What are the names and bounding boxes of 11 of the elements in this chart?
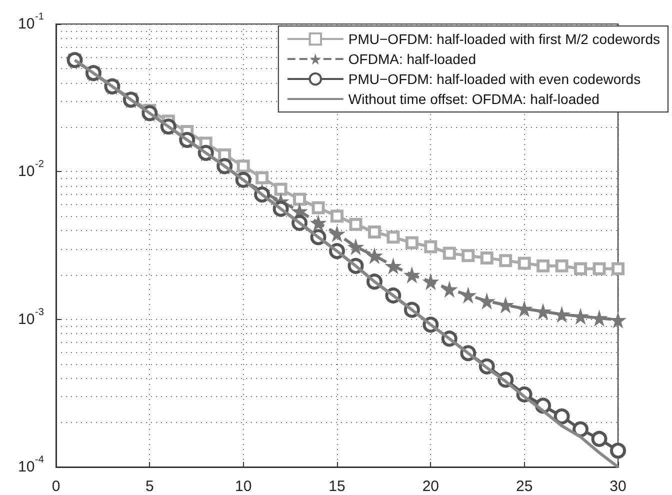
x-tick-label: 0 bbox=[52, 478, 60, 495]
x-tick-label: 30 bbox=[610, 478, 626, 495]
x-tick-label: 25 bbox=[516, 478, 533, 495]
x-tick-label: 15 bbox=[328, 478, 346, 495]
legend-label: PMU−OFDM: half-loaded with first M/2 codewords bbox=[348, 31, 660, 47]
x-tick-label: 10 bbox=[234, 478, 252, 495]
x-tick-label: 5 bbox=[145, 478, 154, 495]
x-tick-label: 20 bbox=[422, 478, 440, 495]
legend-label: OFDMA: half-loaded bbox=[348, 51, 476, 67]
legend-label: PMU−OFDM: half-loaded with even codewords bbox=[348, 71, 641, 87]
legend-label: Without time offset: OFDMA: half-loaded bbox=[348, 91, 600, 107]
